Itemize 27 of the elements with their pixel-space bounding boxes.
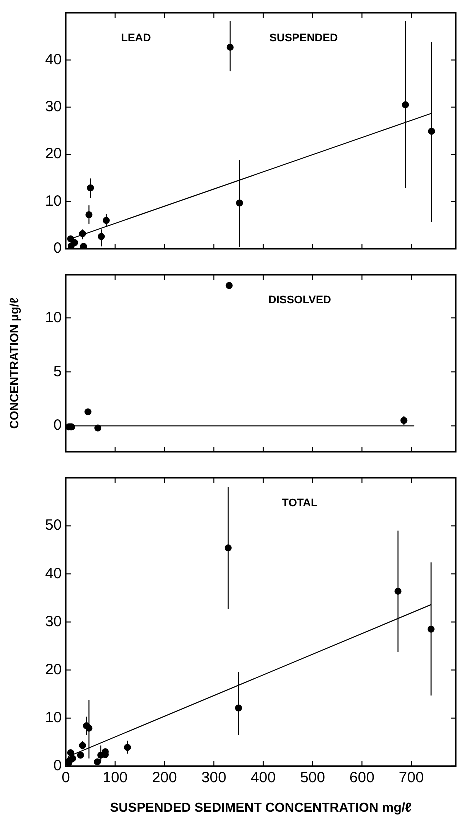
annotation: TOTAL (282, 498, 318, 510)
x-axis-title: SUSPENDED SEDIMENT CONCENTRATION mg/ℓ (110, 800, 412, 815)
annotation: SUSPENDED (270, 32, 338, 45)
y-tick-label: 30 (45, 98, 62, 116)
y-tick-label: 0 (54, 417, 62, 434)
x-tick-label: 600 (350, 770, 375, 787)
y-tick-label: 10 (45, 192, 62, 210)
x-tick-label: 300 (202, 770, 227, 787)
x-tick-label: 500 (300, 770, 326, 787)
y-tick-label: 0 (54, 758, 62, 775)
y-tick-label: 0 (54, 240, 62, 258)
y-tick-label: 10 (45, 709, 62, 726)
x-tick-label: 200 (152, 770, 178, 787)
annotation: DISSOLVED (268, 294, 332, 307)
x-tick-label: 400 (250, 770, 276, 787)
y-tick-label: 30 (45, 613, 62, 630)
y-axis-title: CONCENTRATION µg/ℓ (8, 298, 22, 430)
y-tick-label: 5 (54, 363, 62, 380)
y-tick-label: 20 (45, 146, 62, 163)
annotation: LEAD (121, 32, 152, 45)
y-tick-label: 50 (45, 517, 62, 534)
x-tick-label: 100 (102, 770, 128, 787)
y-tick-label: 40 (45, 51, 62, 68)
y-tick-label: 40 (45, 565, 62, 582)
x-tick-label: 700 (399, 770, 424, 787)
y-tick-label: 20 (45, 661, 62, 678)
y-tick-label: 10 (45, 309, 62, 326)
